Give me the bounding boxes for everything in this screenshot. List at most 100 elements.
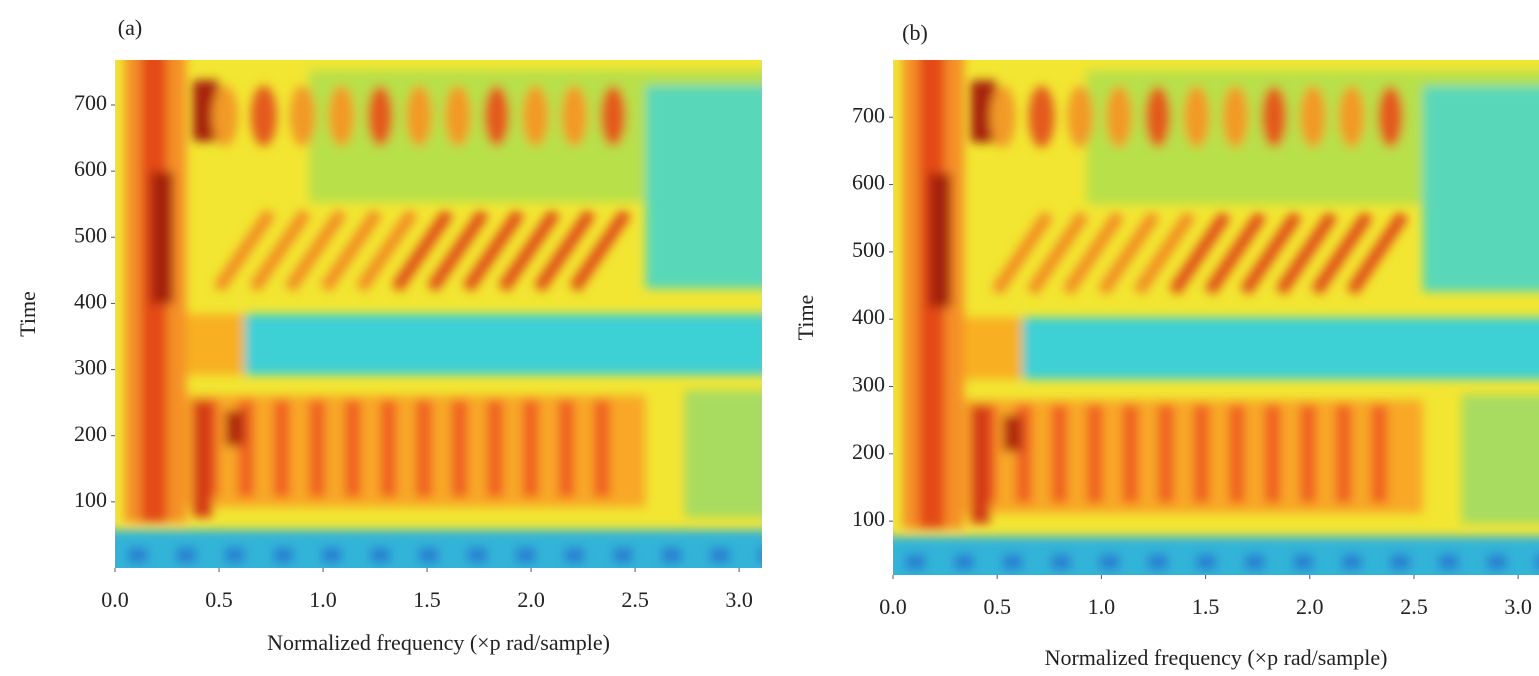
red-streak xyxy=(320,209,382,292)
upper-streak xyxy=(1067,85,1094,148)
blue-spot xyxy=(224,547,245,563)
cyan-band xyxy=(1022,317,1539,380)
upper-streak xyxy=(289,85,316,147)
spectrogram-texture xyxy=(893,60,1539,575)
blue-spot xyxy=(1293,554,1313,570)
upper-streak xyxy=(406,85,433,147)
x-tick-label: 0.0 xyxy=(879,594,907,619)
red-block xyxy=(309,400,326,497)
red-block xyxy=(558,400,575,497)
x-tick-label: 1.5 xyxy=(1192,594,1220,619)
red-block xyxy=(1157,405,1175,503)
chart: (b) Time Normalized frequency (×p rad/samp… xyxy=(793,20,1539,670)
blue-spot xyxy=(613,547,633,563)
cyan-area xyxy=(645,85,762,289)
upper-streak xyxy=(212,85,238,147)
y-tick-label: 400 xyxy=(74,288,107,313)
blue-spot xyxy=(467,547,488,563)
red-block xyxy=(1193,405,1210,503)
red-block xyxy=(1086,405,1103,503)
x-tick-label: 1.0 xyxy=(309,587,337,612)
y-axis-label: Time xyxy=(15,291,40,337)
y-tick-label: 300 xyxy=(74,355,107,380)
upper-streak xyxy=(1338,85,1365,148)
red-block xyxy=(451,400,468,497)
upper-streak xyxy=(522,85,549,147)
y-tick-label: 200 xyxy=(74,421,107,446)
red-streak xyxy=(991,211,1054,296)
blue-spot xyxy=(370,547,390,563)
red-streak xyxy=(427,209,489,292)
y-tick-label: 700 xyxy=(74,90,107,115)
upper-streak xyxy=(1106,85,1133,148)
x-tick-label: 2.0 xyxy=(517,587,545,612)
red-streak xyxy=(391,209,454,292)
dark-blob xyxy=(224,410,245,447)
x-tick-label: 1.5 xyxy=(413,587,441,612)
blue-spot xyxy=(419,547,439,563)
blue-spot xyxy=(564,547,585,563)
upper-streak xyxy=(1261,85,1288,148)
red-streak xyxy=(1311,211,1373,296)
red-block xyxy=(1371,405,1388,503)
red-streak xyxy=(213,209,276,292)
y-tick-label: 700 xyxy=(852,102,885,127)
upper-streak xyxy=(561,85,588,147)
red-column xyxy=(970,405,990,524)
dark-blob xyxy=(928,173,952,308)
green-area xyxy=(684,390,762,518)
red-streak xyxy=(533,209,596,292)
y-axis-label: Time xyxy=(793,295,818,341)
y-tick-label: 500 xyxy=(74,222,107,247)
blue-spot xyxy=(1438,554,1459,570)
green-area xyxy=(1461,394,1539,524)
x-tick-label: 3.0 xyxy=(1504,594,1532,619)
x-tick-label: 1.0 xyxy=(1088,594,1116,619)
blue-spot xyxy=(1196,554,1216,570)
red-column xyxy=(192,400,213,518)
red-streak xyxy=(569,209,632,292)
x-axis-label: Normalized frequency (×p rad/sample) xyxy=(267,630,610,655)
red-streak xyxy=(1169,211,1231,296)
spectrogram xyxy=(115,60,762,568)
upper-streak xyxy=(1028,85,1055,148)
blue-spot xyxy=(1390,554,1410,570)
red-block xyxy=(593,400,610,497)
x-axis-label: Normalized frequency (×p rad/sample) xyxy=(1045,645,1388,670)
red-streak xyxy=(355,209,418,292)
x-tick-label: 0.0 xyxy=(101,587,129,612)
y-tick-label: 600 xyxy=(852,170,885,195)
red-block xyxy=(1299,405,1317,503)
red-block xyxy=(1051,405,1068,503)
red-block xyxy=(1335,405,1352,503)
blue-spot xyxy=(1245,554,1265,570)
blue-spot xyxy=(710,547,730,563)
y-tick-label: 400 xyxy=(852,304,885,329)
x-tick-label: 2.0 xyxy=(1296,594,1324,619)
red-block xyxy=(522,400,539,497)
upper-streak xyxy=(328,85,355,147)
blue-spot xyxy=(1002,554,1023,570)
upper-streak xyxy=(989,85,1016,148)
chart: (a) Time Normalized frequency (×p rad/samp… xyxy=(15,15,762,655)
red-streak xyxy=(462,209,525,292)
blue-spot xyxy=(516,547,536,563)
red-streak xyxy=(1275,211,1338,296)
y-tick-label: 100 xyxy=(74,487,107,512)
red-streak xyxy=(1062,211,1125,296)
spectrogram xyxy=(893,60,1539,575)
chart-title: (a) xyxy=(118,15,142,40)
upper-streak xyxy=(1377,85,1404,148)
blue-spot xyxy=(127,547,148,563)
upper-streak xyxy=(444,85,471,147)
upper-streak xyxy=(1144,85,1171,148)
x-tick-label: 2.5 xyxy=(621,587,649,612)
blue-spot xyxy=(758,547,762,563)
chart-title: (b) xyxy=(902,20,928,45)
blue-spot xyxy=(661,547,682,563)
red-block xyxy=(273,400,290,497)
y-tick-label: 100 xyxy=(852,506,885,531)
blue-spot xyxy=(905,554,926,570)
blue-spot xyxy=(1535,554,1539,570)
